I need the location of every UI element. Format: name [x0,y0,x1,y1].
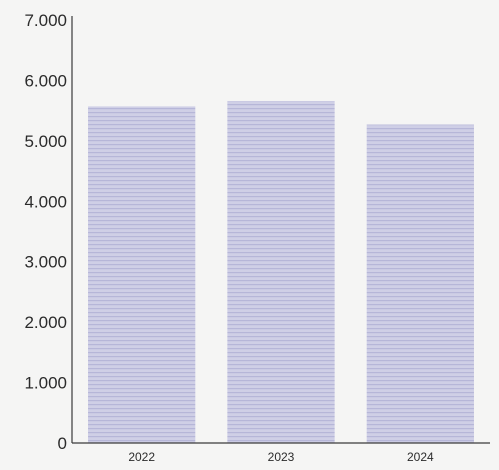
bar-2022 [88,106,196,444]
y-tick-label: 2.000 [24,313,67,332]
y-tick-label: 6.000 [24,71,67,90]
axes-layer [71,16,490,444]
y-tick-label: 1.000 [24,374,67,393]
y-tick-label: 4.000 [24,192,67,211]
x-tick-label: 2024 [407,450,434,464]
y-tick-label: 5.000 [24,132,67,151]
x-tick-labels: 2022 2023 2024 [128,450,434,464]
y-tick-label: 0 [58,434,67,453]
bar-2023 [227,100,335,443]
x-tick-label: 2022 [128,450,155,464]
bars-layer [88,100,474,444]
y-tick-label: 7.000 [24,11,67,30]
bar-2024 [366,124,474,443]
y-tick-label: 3.000 [24,253,67,272]
y-tick-labels: 0 1.000 2.000 3.000 4.000 5.000 6.000 7.000 [24,11,67,453]
x-tick-label: 2023 [268,450,295,464]
